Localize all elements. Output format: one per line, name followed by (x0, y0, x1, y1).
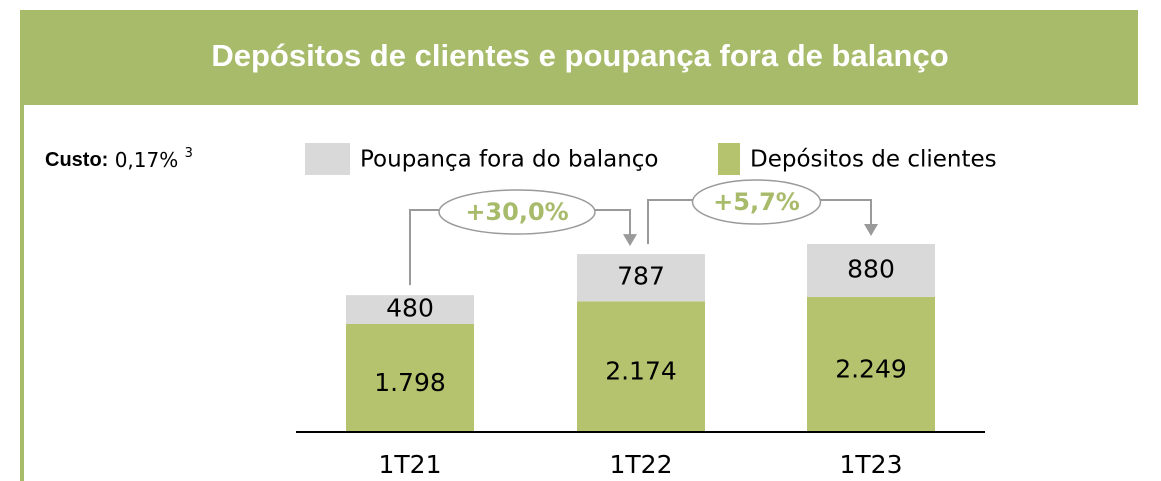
value-label: 1.798 (374, 368, 446, 397)
annotation: +30,0% (465, 198, 568, 226)
x-tick-label: 1T21 (379, 450, 442, 479)
cost-value: 0,17% (115, 148, 179, 172)
legend-label: Poupança fora do balanço (360, 147, 659, 173)
cost: Custo: 0,17% 3 (45, 146, 193, 172)
bar-segment (807, 244, 935, 297)
left-border (20, 105, 24, 481)
value-label: 2.249 (835, 354, 907, 383)
annotation-bubble (438, 189, 596, 235)
chart-title: Depósitos de clientes e poupança fora de… (211, 38, 948, 73)
legend-label: Depósitos de clientes (750, 147, 997, 173)
bar-segment (346, 295, 474, 324)
bar-segment (346, 323, 474, 432)
x-tick-label: 1T23 (840, 450, 903, 479)
value-label: 787 (617, 262, 665, 291)
arrow-head (623, 234, 637, 247)
legend-swatch (305, 143, 350, 175)
bar-segment (577, 254, 705, 302)
bar-segment (807, 296, 935, 432)
annotation-bubble (691, 179, 822, 225)
x-tick-label: 1T22 (610, 450, 673, 479)
legend-swatch (718, 143, 740, 175)
cost-label: Custo: (45, 149, 108, 171)
value-label: 880 (847, 254, 895, 283)
value-label: 2.174 (605, 357, 677, 386)
header-band (20, 10, 1138, 105)
bar-segment (577, 301, 705, 432)
annotation: +5,7% (713, 188, 800, 216)
cost-note: 3 (185, 146, 193, 161)
value-label: 480 (386, 294, 434, 323)
arrow-head (864, 224, 878, 236)
